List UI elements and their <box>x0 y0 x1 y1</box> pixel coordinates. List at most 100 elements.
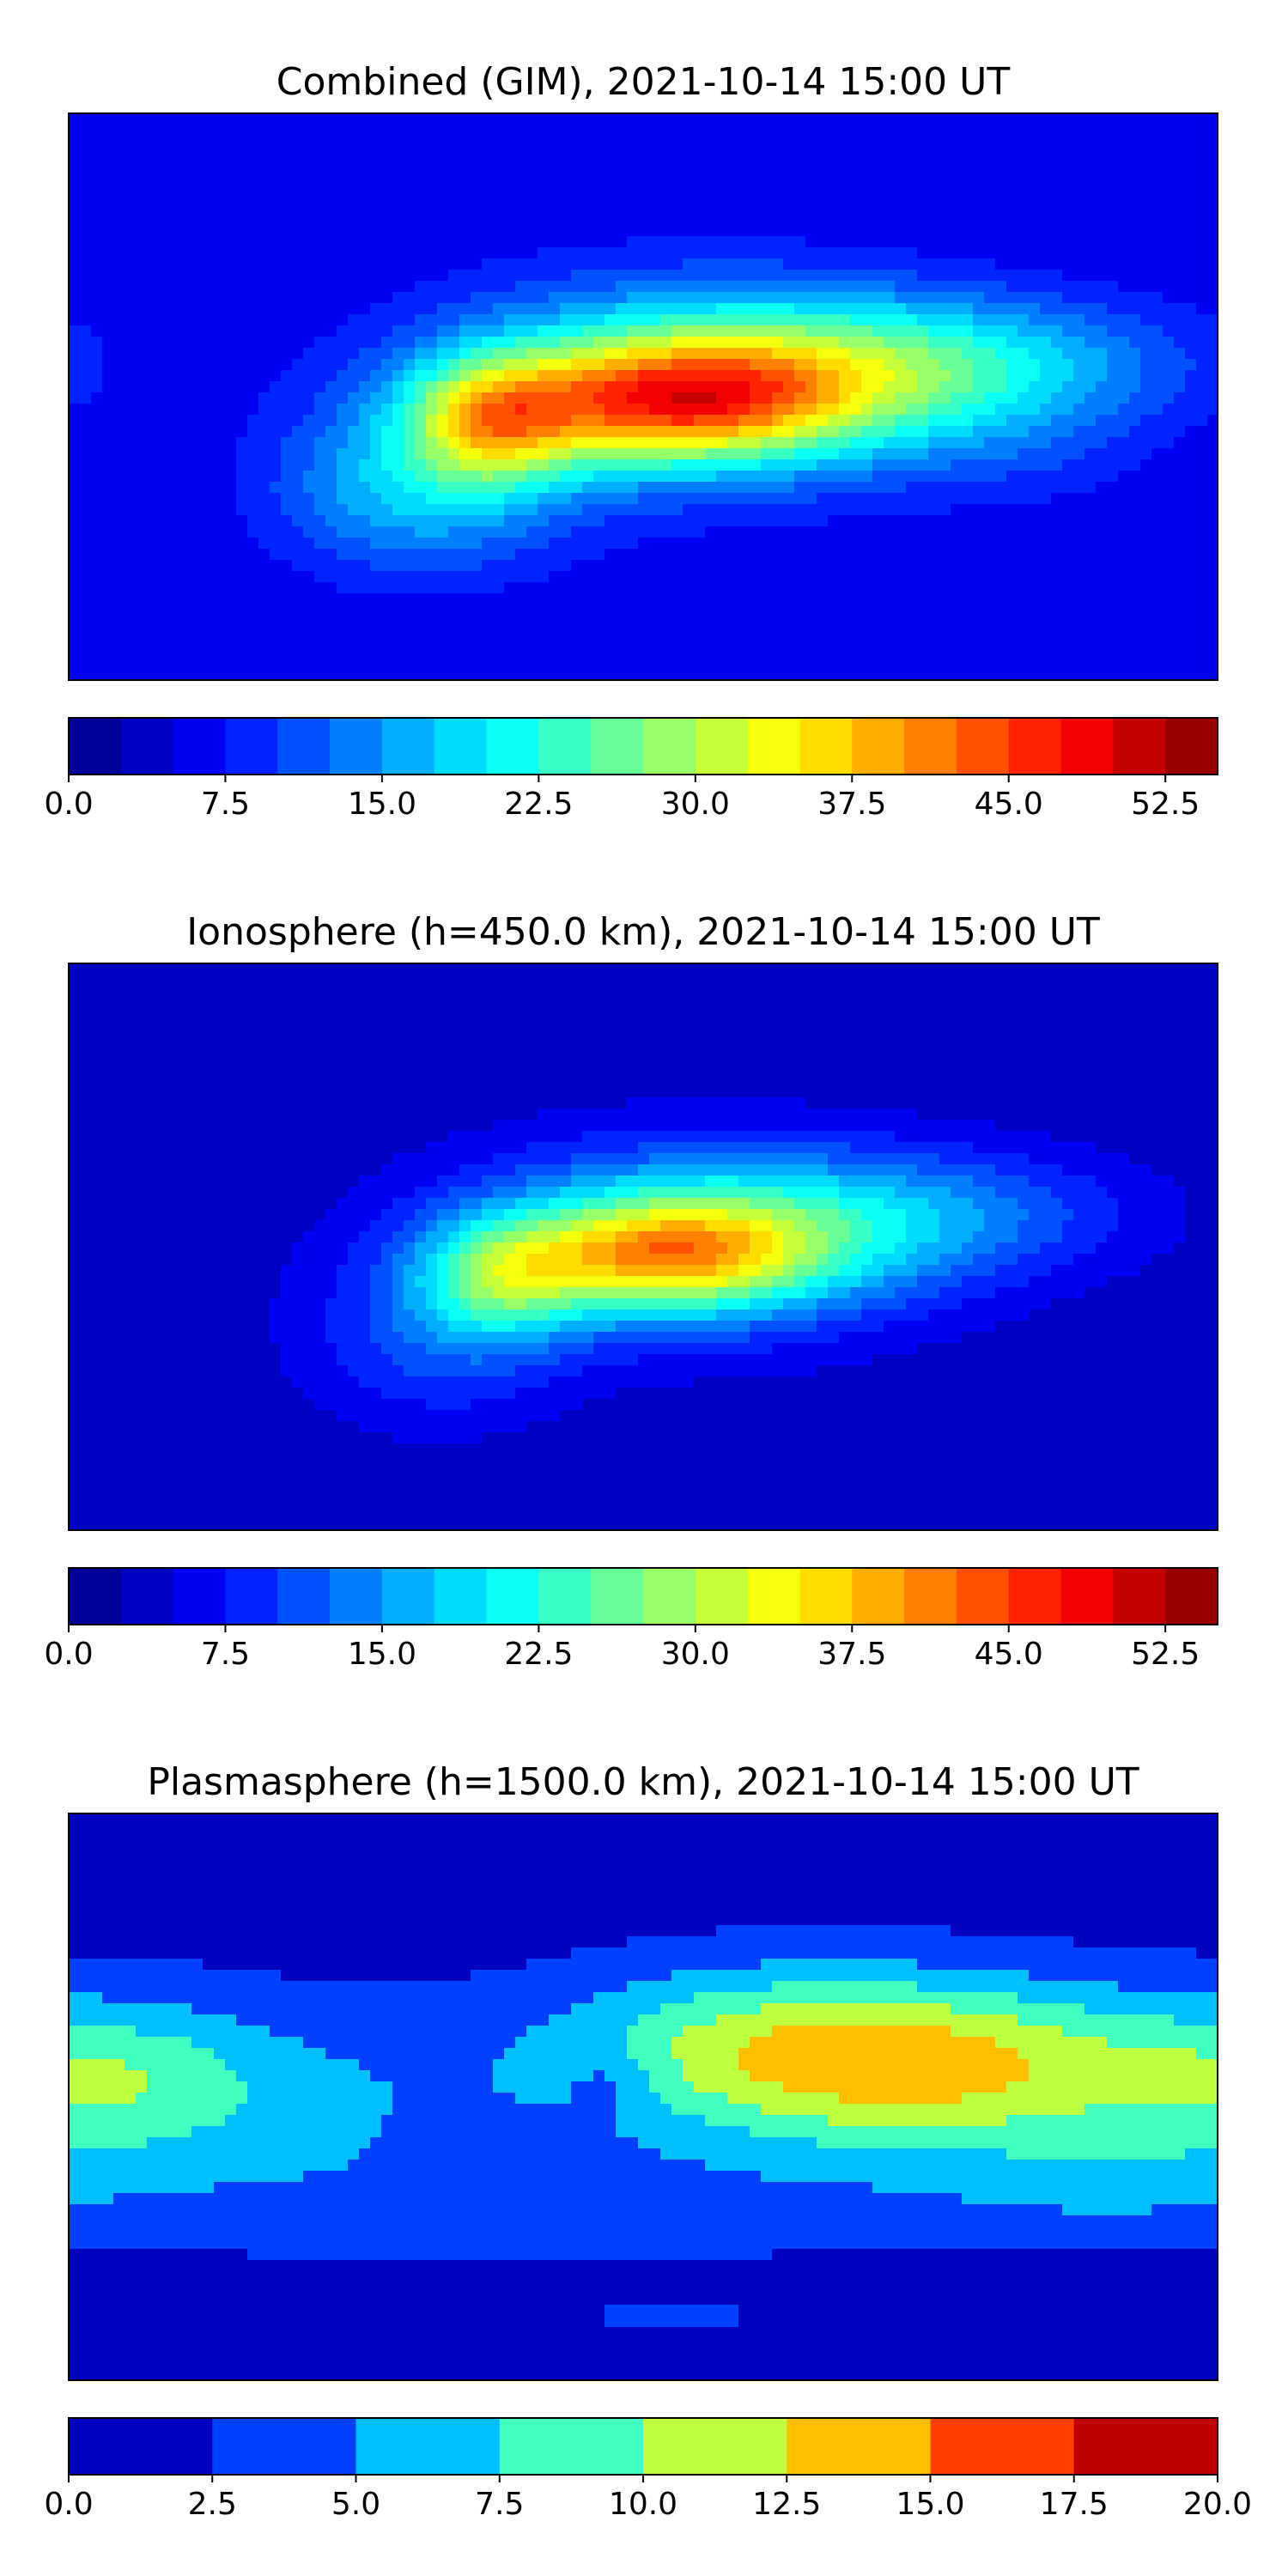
tec-cell <box>225 314 237 326</box>
tec-cell <box>973 404 985 416</box>
tec-cell <box>448 437 460 449</box>
tec-cell <box>1174 515 1186 527</box>
tec-cell <box>538 560 550 572</box>
tec-cell <box>1084 225 1097 237</box>
tec-cell <box>850 113 862 125</box>
tec-cell <box>102 258 114 270</box>
tec-cell <box>504 560 516 572</box>
tec-cell <box>203 482 215 494</box>
tec-cell <box>526 549 538 561</box>
tec-cell <box>415 649 427 661</box>
tec-cell <box>917 303 929 315</box>
tec-cell <box>939 426 951 438</box>
tec-cell <box>158 125 170 137</box>
tec-cell <box>136 337 148 349</box>
tec-cell <box>1051 493 1063 505</box>
tec-cell <box>69 214 81 226</box>
tec-cell <box>1207 180 1218 192</box>
tec-cell <box>1040 582 1052 594</box>
tec-cell <box>1029 605 1041 617</box>
tec-cell <box>794 515 806 527</box>
tec-cell <box>750 270 762 282</box>
tec-cell <box>649 526 661 538</box>
tec-cell <box>895 526 907 538</box>
tec-cell <box>817 482 829 494</box>
tec-cell <box>515 526 527 538</box>
tec-cell <box>671 616 683 628</box>
tec-cell <box>794 459 806 471</box>
tec-cell <box>526 370 538 382</box>
tec-cell <box>1174 593 1186 605</box>
tec-cell <box>783 571 795 583</box>
tec-cell <box>951 169 963 181</box>
tec-cell <box>1073 437 1085 449</box>
tec-cell <box>214 258 226 270</box>
tec-cell <box>605 638 617 650</box>
tec-cell <box>694 125 706 137</box>
tec-cell <box>828 281 840 293</box>
tec-cell <box>258 392 270 404</box>
tec-cell <box>716 605 728 617</box>
tec-cell <box>538 270 550 282</box>
tec-cell <box>705 437 717 449</box>
tec-cell <box>828 292 840 304</box>
tec-cell <box>593 549 605 561</box>
tec-cell <box>884 203 896 215</box>
tec-cell <box>1029 125 1041 137</box>
tec-cell <box>102 158 114 170</box>
tec-cell <box>437 415 449 427</box>
tec-cell <box>716 180 728 192</box>
tec-cell <box>794 113 806 125</box>
tec-cell <box>738 415 750 427</box>
tec-cell <box>582 303 594 315</box>
tec-cell <box>191 258 204 270</box>
tec-cell <box>1107 515 1119 527</box>
tec-cell <box>348 504 360 516</box>
tec-cell <box>705 426 717 438</box>
tec-cell <box>1174 415 1186 427</box>
tec-cell <box>314 616 326 628</box>
tec-cell <box>1084 258 1097 270</box>
tec-cell <box>292 325 304 337</box>
tec-cell <box>939 203 951 215</box>
tec-cell <box>571 381 583 393</box>
tec-cell <box>917 627 929 639</box>
tec-cell <box>716 270 728 282</box>
tec-cell <box>169 359 181 371</box>
tec-cell <box>962 147 974 159</box>
tec-cell <box>125 236 137 248</box>
tec-cell <box>973 180 985 192</box>
tec-cell <box>939 325 951 337</box>
tec-cell <box>1151 582 1163 594</box>
tec-cell <box>1207 549 1218 561</box>
tec-cell <box>1196 203 1208 215</box>
tec-cell <box>1118 325 1130 337</box>
tec-cell <box>593 605 605 617</box>
tec-cell <box>203 325 215 337</box>
tec-cell <box>203 437 215 449</box>
tec-cell <box>1196 493 1208 505</box>
tec-cell <box>493 292 505 304</box>
tec-cell <box>761 337 773 349</box>
tec-cell <box>1196 448 1208 460</box>
tec-cell <box>1107 303 1119 315</box>
tec-cell <box>939 437 951 449</box>
tec-cell <box>605 214 617 226</box>
tec-cell <box>125 125 137 137</box>
tec-cell <box>605 247 617 259</box>
tec-cell <box>605 258 617 270</box>
tec-cell <box>772 125 784 137</box>
tec-cell <box>772 482 784 494</box>
tec-cell <box>828 638 840 650</box>
tec-cell <box>694 582 706 594</box>
tec-cell <box>1174 147 1186 159</box>
tec-cell <box>984 225 996 237</box>
tec-cell <box>515 392 527 404</box>
tec-cell <box>962 247 974 259</box>
tec-cell <box>225 560 237 572</box>
tec-cell <box>962 314 974 326</box>
tec-cell <box>727 325 739 337</box>
tec-cell <box>191 203 204 215</box>
tec-cell <box>571 582 583 594</box>
tec-cell <box>337 270 349 282</box>
